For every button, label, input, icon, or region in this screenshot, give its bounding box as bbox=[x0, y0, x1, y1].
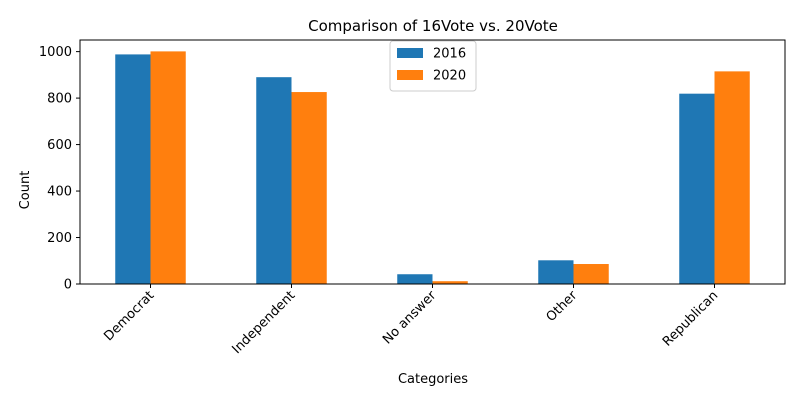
bar-2016-independent bbox=[256, 77, 292, 284]
y-tick-label: 400 bbox=[47, 185, 72, 200]
x-tick-label: Democrat bbox=[101, 288, 157, 344]
y-axis-label: Count bbox=[18, 171, 33, 210]
bar-2016-no-answer bbox=[397, 274, 433, 284]
x-axis: Democrat Independent No answer Other Republi… bbox=[101, 284, 721, 357]
y-tick-label: 200 bbox=[47, 231, 72, 246]
y-tick-label: 800 bbox=[47, 92, 72, 107]
legend: 2016 2020 bbox=[389, 40, 477, 92]
legend-swatch-2020 bbox=[397, 70, 423, 80]
bar-2020-no-answer bbox=[432, 281, 468, 284]
bar-2016-democrat bbox=[115, 54, 151, 284]
y-tick-label: 1000 bbox=[39, 45, 72, 60]
bars bbox=[115, 51, 750, 285]
bar-2020-republican bbox=[714, 71, 750, 284]
x-tick-label: Other bbox=[544, 288, 581, 325]
bar-2016-other bbox=[538, 260, 574, 284]
x-tick-label: No answer bbox=[380, 288, 440, 348]
bar-2016-republican bbox=[679, 93, 715, 285]
y-axis: 0 200 400 600 800 1000 bbox=[39, 45, 80, 293]
legend-label-2016: 2016 bbox=[433, 47, 466, 62]
legend-swatch-2016 bbox=[397, 48, 423, 58]
bar-2020-independent bbox=[291, 92, 327, 284]
plot-frame bbox=[79, 39, 786, 285]
legend-label-2020: 2020 bbox=[433, 69, 466, 84]
x-tick-label: Republican bbox=[660, 288, 721, 349]
chart-title: Comparison of 16Vote vs. 20Vote bbox=[308, 17, 558, 35]
bar-2020-other bbox=[573, 264, 609, 284]
bar-2020-democrat bbox=[150, 51, 186, 285]
x-axis-label: Categories bbox=[398, 372, 468, 387]
y-tick-label: 0 bbox=[64, 278, 72, 293]
y-tick-label: 600 bbox=[47, 138, 72, 153]
x-tick-label: Independent bbox=[229, 288, 298, 357]
